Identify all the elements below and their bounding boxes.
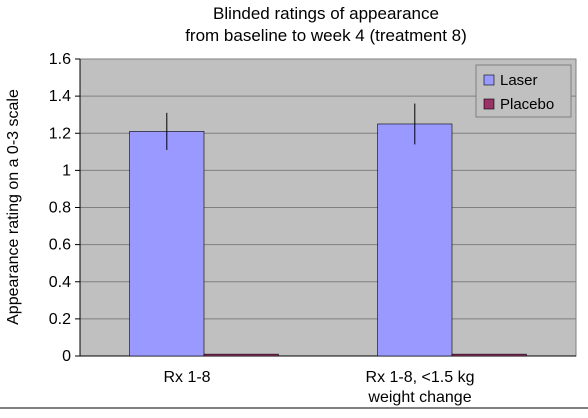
legend-label-placebo: Placebo	[500, 96, 554, 113]
x-category-label: weight change	[367, 389, 471, 406]
chart-title-line: from baseline to week 4 (treatment 8)	[185, 26, 467, 45]
bar-laser-1	[129, 131, 205, 357]
error-bars	[166, 103, 416, 150]
y-tick-label: 1.4	[49, 88, 71, 105]
chart-title-line: Blinded ratings of appearance	[213, 4, 439, 23]
x-category-label: Rx 1-8, <1.5 kg	[366, 369, 475, 386]
chart-title: Blinded ratings of appearance from baseli…	[185, 4, 467, 45]
bar-laser-2	[377, 123, 453, 357]
y-tick-label: 1.6	[49, 51, 71, 68]
y-tick-label: 0	[62, 348, 71, 365]
legend-swatch-laser	[483, 74, 495, 86]
y-tick-label: 0.4	[49, 274, 71, 291]
legend: Laser Placebo	[475, 64, 572, 118]
y-tick-label: 1.2	[49, 125, 71, 142]
y-tick-label: 1	[62, 162, 71, 179]
bar-placebo-1	[203, 353, 279, 357]
bar-placebo-2	[451, 353, 527, 357]
bars	[129, 123, 527, 357]
x-axis-category-labels: Rx 1-8 Rx 1-8, <1.5 kg weight change	[163, 369, 474, 406]
y-axis-title: Appearance rating on a 0-3 scale	[5, 89, 22, 325]
x-category-label: Rx 1-8	[163, 369, 210, 386]
y-tick-label: 0.6	[49, 237, 71, 254]
legend-swatch-placebo	[483, 98, 495, 110]
y-tick-label: 0.8	[49, 200, 71, 217]
y-tick-label: 0.2	[49, 311, 71, 328]
legend-label-laser: Laser	[500, 72, 538, 89]
